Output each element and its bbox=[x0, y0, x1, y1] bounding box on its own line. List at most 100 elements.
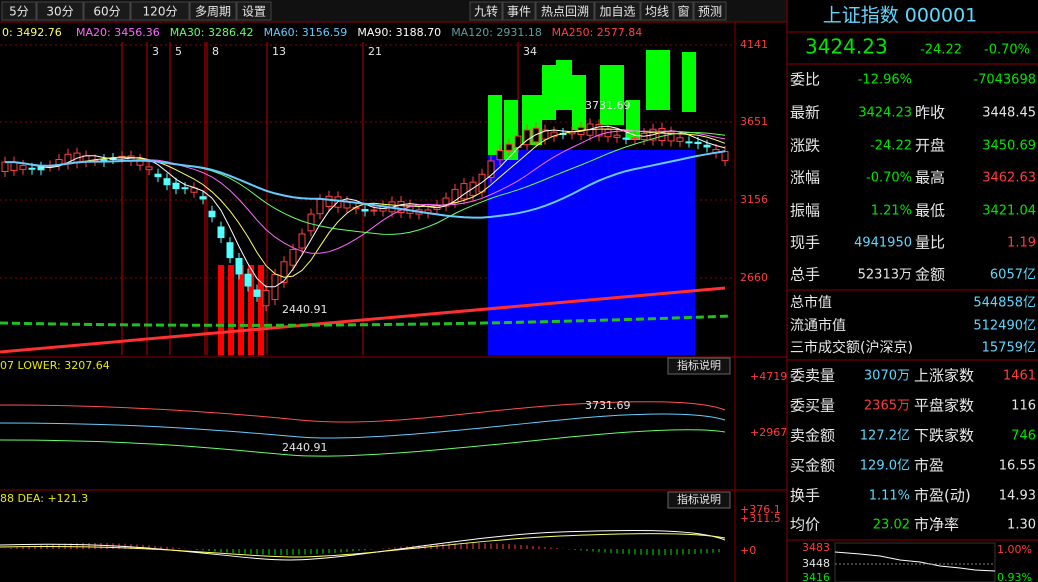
book-value: 2365万 bbox=[864, 399, 910, 414]
ma-legend: MA90: 3188.70 bbox=[357, 26, 441, 39]
tab[interactable] bbox=[1, 1, 37, 21]
indicator-legend: 88 DEA: +121.3 bbox=[0, 492, 88, 505]
indicator-tick: +2967 bbox=[750, 426, 787, 439]
book-value: 23.02 bbox=[873, 518, 910, 533]
red-bar bbox=[258, 265, 264, 355]
tab[interactable] bbox=[236, 1, 272, 21]
book-value: 127.2亿 bbox=[860, 429, 910, 444]
green-block bbox=[600, 65, 624, 125]
book-label: 市盈(动) bbox=[914, 487, 971, 505]
quote-value: 1.19 bbox=[1007, 236, 1036, 251]
green-block bbox=[682, 52, 696, 112]
total-value: 544858亿 bbox=[973, 296, 1036, 311]
quote-value: 3462.63 bbox=[982, 171, 1036, 186]
candle-body bbox=[208, 210, 216, 218]
ma-legend: MA250: 2577.84 bbox=[552, 26, 643, 39]
candle-body bbox=[316, 199, 324, 215]
indicator-button[interactable] bbox=[667, 357, 731, 375]
action-label: 加自选 bbox=[599, 5, 635, 19]
mini-pct: 1.00% bbox=[997, 543, 1032, 556]
action-button[interactable] bbox=[594, 1, 641, 21]
candle-body bbox=[262, 290, 270, 307]
tab-label: 设置 bbox=[242, 5, 266, 19]
fib-mark: 21 bbox=[368, 45, 382, 58]
mini-tick: 3416 bbox=[802, 571, 830, 582]
action-button[interactable] bbox=[673, 1, 694, 21]
action-label: 预测 bbox=[698, 5, 722, 19]
tab[interactable] bbox=[83, 1, 131, 21]
book-label: 市盈 bbox=[914, 457, 944, 475]
candle-body bbox=[496, 150, 504, 161]
mini-chart bbox=[834, 542, 996, 582]
action-label: 窗 bbox=[677, 5, 689, 19]
book-value: 1.11% bbox=[869, 489, 910, 504]
quote-label: 最低 bbox=[915, 202, 945, 220]
quote-label: 总手 bbox=[790, 266, 820, 284]
quote-change: -24.22 bbox=[920, 43, 962, 58]
tab[interactable] bbox=[189, 1, 237, 21]
quote-label: 现手 bbox=[790, 234, 820, 252]
book-label: 下跌家数 bbox=[914, 427, 974, 445]
total-label: 总市值 bbox=[790, 294, 832, 311]
indicator-tick: +0 bbox=[740, 544, 756, 557]
tab-label: 30分 bbox=[46, 5, 73, 19]
candle-body bbox=[595, 124, 603, 137]
action-button[interactable] bbox=[469, 1, 503, 21]
green-block bbox=[556, 60, 572, 110]
total-value: 15759亿 bbox=[982, 341, 1036, 356]
book-label: 平盘家数 bbox=[914, 397, 974, 415]
action-button[interactable] bbox=[535, 1, 595, 21]
candle-body bbox=[505, 143, 513, 151]
candle-body bbox=[721, 150, 729, 162]
tab[interactable] bbox=[130, 1, 190, 21]
indicator-button[interactable] bbox=[667, 491, 731, 509]
price-tick: 2660 bbox=[740, 271, 768, 284]
book-label: 买金额 bbox=[790, 457, 835, 475]
book-value: 16.55 bbox=[999, 459, 1036, 474]
candle-body bbox=[253, 289, 261, 297]
candle-body bbox=[676, 137, 684, 142]
action-button[interactable] bbox=[502, 1, 536, 21]
candle-body bbox=[370, 209, 378, 212]
red-bar bbox=[248, 265, 254, 355]
mini-line bbox=[834, 551, 996, 572]
band-mid bbox=[0, 413, 726, 439]
candle-body bbox=[163, 178, 171, 186]
tab[interactable] bbox=[36, 1, 84, 21]
fib-mark: 13 bbox=[272, 45, 286, 58]
book-value: 746 bbox=[1011, 429, 1036, 444]
fib-mark: 5 bbox=[175, 45, 182, 58]
quote-label: 涨幅 bbox=[790, 169, 820, 187]
book-label: 卖金额 bbox=[790, 427, 835, 445]
quote-pct: -0.70% bbox=[984, 43, 1030, 58]
quote-label: 涨跌 bbox=[790, 137, 820, 155]
quote-value: -24.22 bbox=[870, 139, 912, 154]
band-upper bbox=[0, 401, 726, 423]
candle-body bbox=[244, 273, 252, 287]
book-label: 委卖量 bbox=[790, 367, 835, 385]
quote-value: 52313万 bbox=[858, 268, 912, 283]
quote-value: 3421.04 bbox=[982, 204, 1036, 219]
candle-body bbox=[703, 144, 711, 148]
indicator-tick: +4719 bbox=[750, 370, 787, 383]
candle-body bbox=[28, 167, 36, 170]
indicator-button-label: 指标说明 bbox=[677, 358, 721, 372]
quote-value: 3450.69 bbox=[982, 139, 1036, 154]
quote-value: -0.70% bbox=[866, 171, 912, 186]
candle-body bbox=[685, 141, 693, 144]
fib-mark: 3 bbox=[152, 45, 159, 58]
quote-value: 4941950 bbox=[854, 236, 912, 251]
tab-label: 5分 bbox=[9, 5, 29, 19]
candle-body bbox=[523, 129, 531, 146]
action-button[interactable] bbox=[693, 1, 727, 21]
dif-line bbox=[0, 530, 726, 561]
quote-value: 3448.45 bbox=[982, 106, 1036, 121]
book-value: 116 bbox=[1011, 399, 1036, 414]
ma-legend: MA60: 3156.59 bbox=[264, 26, 348, 39]
indicator-button-label: 指标说明 bbox=[677, 492, 721, 506]
candle-body bbox=[172, 182, 180, 190]
ma-legend: MA120: 2931.18 bbox=[451, 26, 542, 39]
quote-value: 3424.23 bbox=[858, 106, 912, 121]
tab-label: 120分 bbox=[143, 5, 178, 19]
action-button[interactable] bbox=[640, 1, 674, 21]
